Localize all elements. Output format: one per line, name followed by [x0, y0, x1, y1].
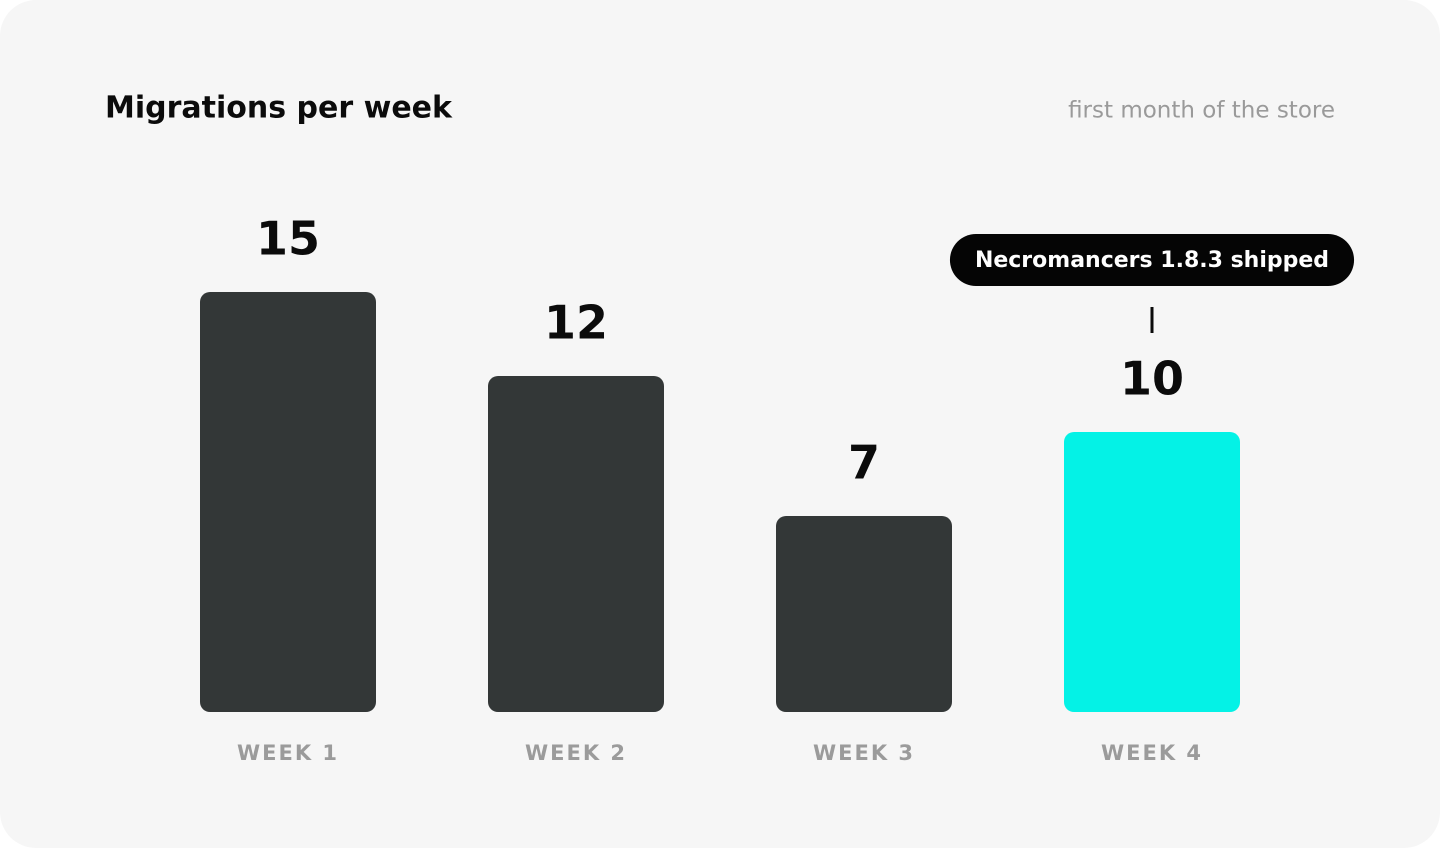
x-tick-label: WEEK 1: [237, 741, 339, 765]
value-label: 15: [256, 212, 320, 266]
value-label: 10: [1120, 352, 1184, 406]
annotation-pill: [949, 234, 1355, 286]
chart-subtitle: first month of the store: [1068, 98, 1335, 124]
x-tick-label: WEEK 4: [1101, 741, 1203, 765]
bar: [776, 516, 952, 712]
x-tick-label: WEEK 3: [813, 741, 915, 765]
x-tick-label: WEEK 2: [525, 741, 627, 765]
bar: [1064, 432, 1240, 712]
annotation-text: Necromancers 1.8.3 shipped: [975, 248, 1329, 273]
value-label: 7: [848, 436, 880, 490]
chart-title: Migrations per week: [105, 91, 453, 126]
value-label: 12: [544, 296, 608, 350]
bar: [488, 376, 664, 712]
bar: [200, 292, 376, 712]
